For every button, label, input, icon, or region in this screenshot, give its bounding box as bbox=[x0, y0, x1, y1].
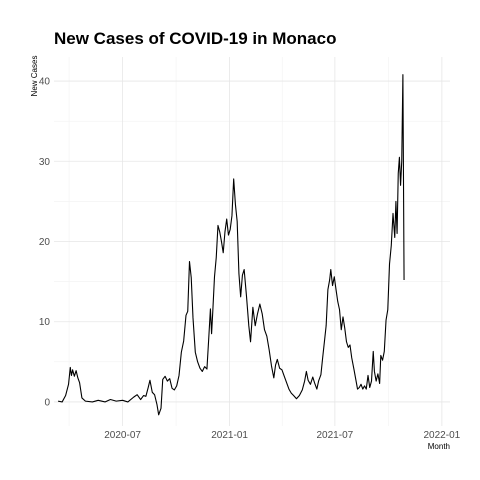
x-tick-label: 2021-07 bbox=[317, 430, 354, 441]
y-tick-label: 0 bbox=[44, 397, 50, 408]
y-tick-label: 10 bbox=[39, 317, 51, 328]
y-tick-label: 30 bbox=[39, 157, 51, 168]
grid bbox=[54, 57, 450, 426]
y-tick-label: 40 bbox=[39, 77, 51, 88]
y-tick-label: 20 bbox=[39, 237, 51, 248]
x-tick-label: 2021-01 bbox=[211, 430, 248, 441]
series-line bbox=[57, 74, 405, 416]
chart-title: New Cases of COVID-19 in Monaco bbox=[54, 29, 336, 48]
y-axis: 0 10 20 30 40 bbox=[39, 77, 51, 409]
y-axis-title: New Cases bbox=[30, 56, 39, 97]
x-tick-label: 2020-07 bbox=[104, 430, 141, 441]
x-axis: 2020-07 2021-01 2021-07 2022-01 bbox=[104, 430, 460, 441]
x-axis-title: Month bbox=[428, 442, 450, 451]
x-tick-label: 2022-01 bbox=[424, 430, 461, 441]
